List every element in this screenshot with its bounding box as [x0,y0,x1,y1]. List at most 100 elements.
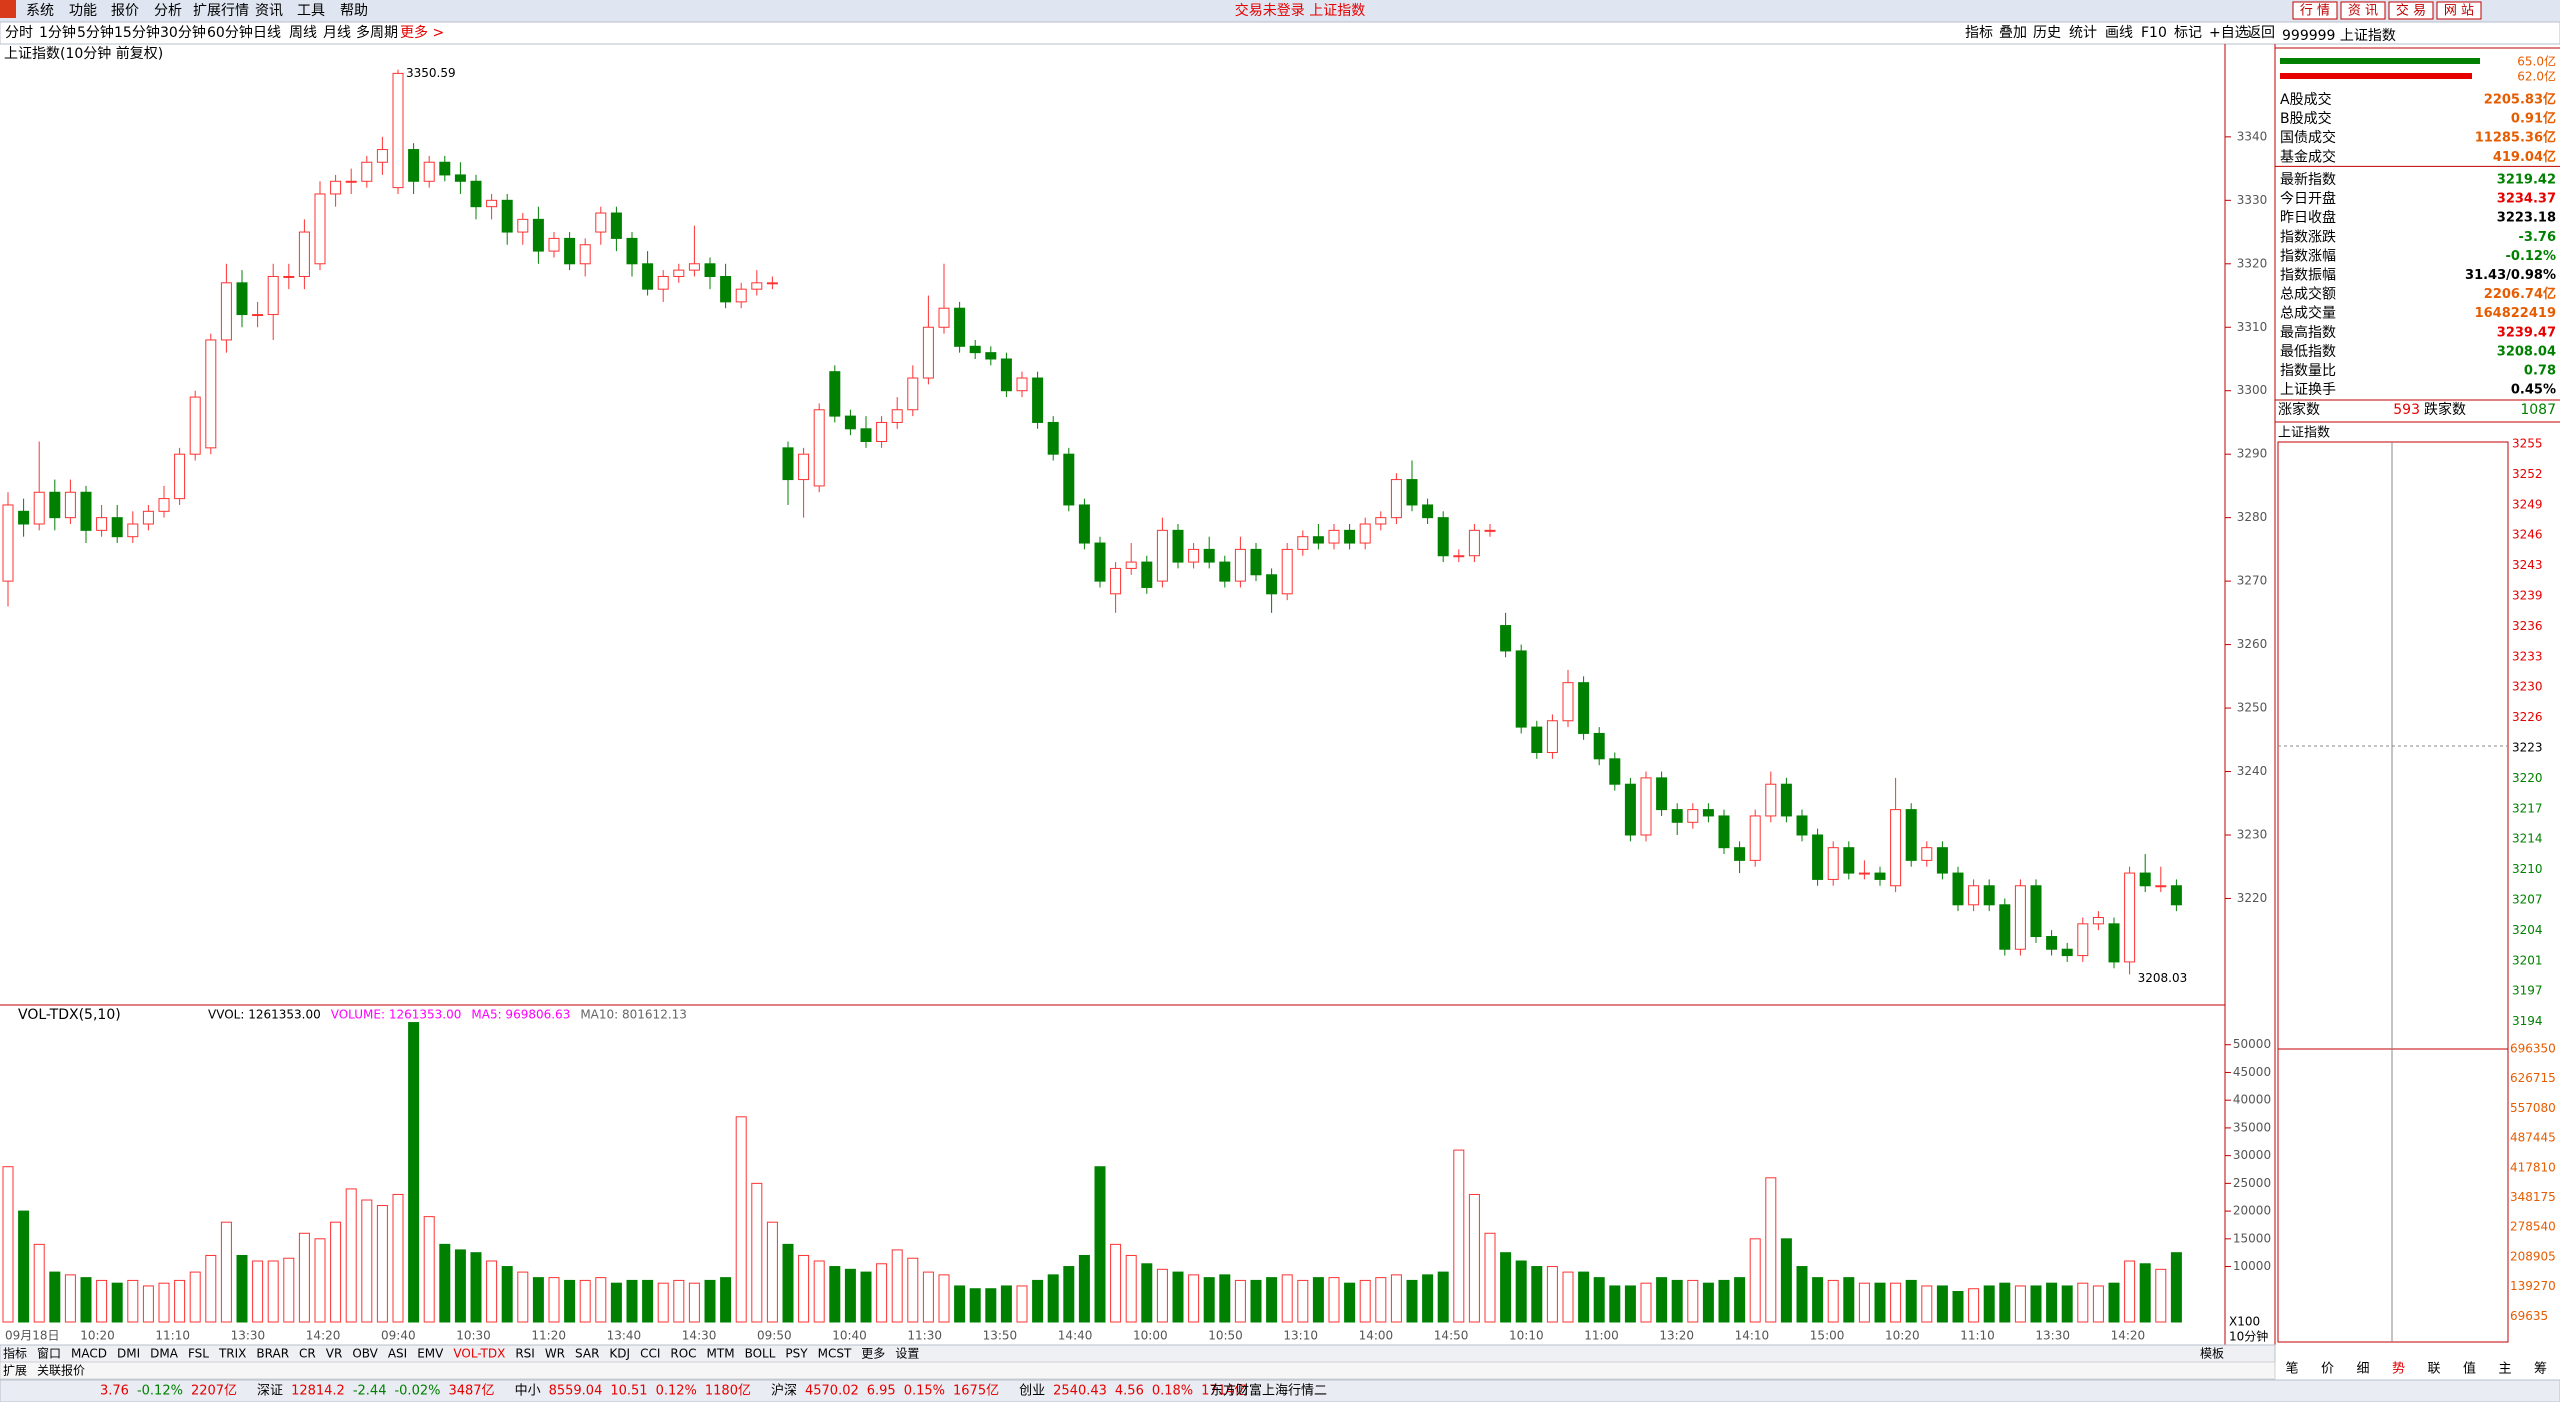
tool-button[interactable]: 统计 [2069,25,2097,41]
indicator-tab[interactable]: 设置 [895,1347,919,1361]
period-button[interactable]: 1分钟 [39,24,76,41]
menu-item[interactable]: 帮助 [340,3,368,19]
period-button[interactable]: 分时 [5,25,33,41]
volume-bar [704,1279,716,1323]
indicator-tab[interactable]: PSY [785,1347,808,1361]
candle-body [2170,885,2182,906]
candle-body [1780,783,1792,817]
indicator-tab[interactable]: MCST [818,1347,852,1361]
period-button[interactable]: 月线 [323,25,351,41]
indicator-tab[interactable]: TRIX [218,1347,246,1361]
candle-body [1858,872,1870,875]
indicator-tab[interactable]: MACD [71,1347,107,1361]
period-button[interactable]: 日线 [253,25,281,41]
indicator-tab[interactable]: CCI [640,1347,660,1361]
top-button[interactable]: 资 讯 [2348,4,2378,19]
status-item: 4570.02 [805,1384,859,1399]
status-item: 中小 [515,1384,541,1399]
period-button[interactable]: 30分钟 [160,24,206,41]
indicator-tab[interactable]: ASI [388,1347,407,1361]
menu-item[interactable]: 工具 [297,3,325,19]
extra-tab[interactable]: 扩展 [3,1364,27,1378]
period-button[interactable]: 60分钟 [207,24,253,41]
quote-label: 上证换手 [2280,381,2336,398]
candle-body [330,180,342,195]
mini-price-tick: 3197 [2512,984,2543,998]
quote-label: 指数振幅 [2280,268,2336,284]
period-button[interactable]: 多周期 [356,24,398,41]
indicator-tab[interactable]: VOL-TDX [453,1347,505,1361]
indicator-tab[interactable]: BOLL [745,1347,776,1361]
volume-bar [392,1193,404,1323]
y-tick-label: 3250 [2237,701,2268,715]
candle-body [470,180,482,208]
extra-tab[interactable]: 关联报价 [37,1363,85,1378]
quote-tab[interactable]: 势 [2392,1361,2405,1377]
indicator-tab[interactable]: MTM [707,1347,735,1361]
volume-bar [985,1288,997,1323]
indicator-tab[interactable]: SAR [575,1347,599,1361]
tool-button[interactable]: 返回 [2247,25,2275,41]
quote-tab[interactable]: 主 [2498,1362,2511,1377]
volume-bar [626,1279,638,1323]
menu-item[interactable]: 分析 [154,3,182,19]
indicator-tab[interactable]: RSI [515,1347,535,1361]
tool-button[interactable]: 历史 [2033,25,2061,41]
period-label: 10分钟 [2229,1329,2268,1344]
quote-value: 2205.83亿 [2484,92,2556,108]
quote-tab[interactable]: 筹 [2534,1361,2547,1377]
template-tab[interactable]: 模板 [2200,1347,2224,1361]
tool-button[interactable]: F10 [2141,25,2167,41]
mini-volume-tick: 139270 [2510,1279,2556,1293]
menu-item[interactable]: 系统 [26,3,54,19]
quote-label: 最新指数 [2280,172,2336,188]
indicator-tab[interactable]: ROC [670,1347,696,1361]
top-button[interactable]: 网 站 [2444,4,2474,19]
tool-button[interactable]: 叠加 [1999,25,2027,41]
indicator-tab[interactable]: FSL [188,1347,209,1361]
tool-button[interactable]: 画线 [2105,25,2133,41]
quote-tab[interactable]: 值 [2463,1361,2476,1377]
volume-bar [1796,1266,1808,1323]
menu-item[interactable]: 扩展行情 [193,3,249,19]
indicator-tab[interactable]: WR [545,1347,565,1361]
indicator-tab[interactable]: KDJ [609,1347,630,1361]
indicator-tab[interactable]: 更多 [861,1347,885,1361]
quote-tab[interactable]: 价 [2321,1362,2334,1377]
top-button-bg [2340,1,2386,20]
period-button[interactable]: 15分钟 [114,24,160,41]
menu-item[interactable]: 资讯 [255,3,283,19]
top-button[interactable]: 交 易 [2396,3,2426,19]
indicator-tab[interactable]: CR [299,1347,316,1361]
tool-button[interactable]: +自选 [2209,25,2249,41]
y-tick-label: 20000 [2233,1204,2271,1218]
top-button[interactable]: 行 情 [2300,4,2330,19]
indicator-tab[interactable]: VR [326,1347,343,1361]
candle-body [1515,650,1527,728]
indicator-tab[interactable]: OBV [352,1347,378,1361]
tool-button[interactable]: 指标 [1965,25,1993,41]
volume-bar [236,1254,248,1323]
candle-body [1671,809,1683,823]
indicator-tab[interactable]: EMV [417,1347,444,1361]
period-button[interactable]: 更多 > [400,24,444,41]
status-item: 8559.04 [549,1384,603,1399]
x-tick-label: 14:30 [682,1329,717,1343]
indicator-tab[interactable]: DMI [117,1347,140,1361]
candle-body [1094,542,1106,582]
period-button[interactable]: 周线 [289,25,317,41]
menu-item[interactable]: 功能 [69,3,97,19]
indicator-tab[interactable]: DMA [150,1347,179,1361]
quote-tab[interactable]: 笔 [2285,1361,2298,1377]
menu-item[interactable]: 报价 [111,3,139,19]
tab[interactable]: 指标 [3,1346,27,1361]
candle-body [985,352,997,360]
indicator-tab[interactable]: BRAR [256,1347,289,1361]
quote-tab[interactable]: 细 [2356,1362,2369,1377]
tab[interactable]: 窗口 [37,1347,61,1361]
quote-tab[interactable]: 联 [2427,1362,2440,1377]
period-button[interactable]: 5分钟 [77,24,114,41]
x-tick-label: 11:10 [155,1329,190,1343]
x-tick-label: 13:30 [2035,1329,2070,1343]
tool-button[interactable]: 标记 [2174,25,2202,41]
